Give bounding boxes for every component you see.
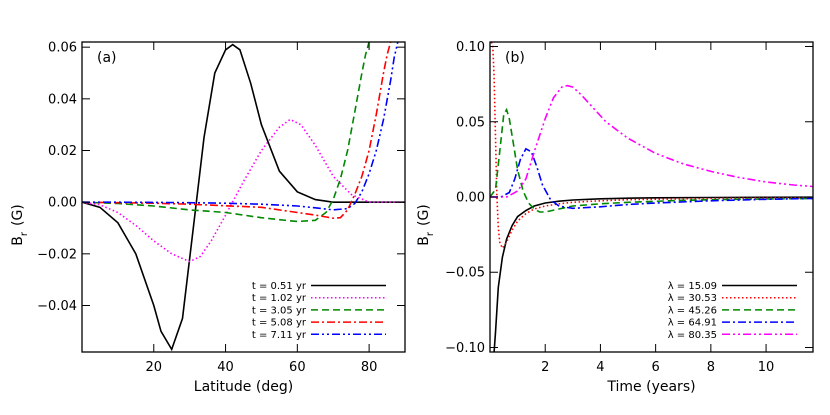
x-tick-label: 60: [289, 360, 306, 375]
series-line-2: [490, 42, 813, 250]
panel-b: 2 4 6 8 10 −0.10 −0.05 0.00 0.05 0.10 Time (years)…: [416, 40, 814, 395]
legend-label: t = 7.11 yr: [252, 330, 307, 341]
x-tick-label: 6: [652, 360, 660, 375]
legend-label: t = 5.08 yr: [252, 318, 307, 329]
y-tick-label: 0.05: [456, 115, 485, 130]
legend-label: t = 3.05 yr: [252, 305, 307, 316]
legend-label: t = 0.51 yr: [252, 281, 307, 292]
panel-a: 20 40 60 80 −0.04 −0.02 0.00 0.02 0.04 0.06 Latitu…: [10, 41, 406, 395]
series-line-1: [493, 196, 813, 352]
y-tick-label: 0.04: [48, 92, 77, 107]
x-tick-label: 2: [541, 360, 549, 375]
y-tick-label: 0.00: [456, 191, 485, 206]
plot-frame: [81, 41, 406, 353]
y-axis-label: Br(G): [416, 204, 436, 246]
panel-label: (b): [505, 50, 525, 66]
series-line-3: [490, 107, 813, 213]
x-tick-label: 20: [146, 360, 163, 375]
legend-label: t = 1.02 yr: [252, 293, 307, 304]
legend-label: λ = 64.91: [668, 318, 717, 329]
y-tick-label: 0.02: [48, 144, 77, 159]
y-tick-label: 0.10: [456, 40, 485, 55]
y-tick-label: −0.02: [37, 247, 77, 262]
y-axis-label: Br(G): [10, 204, 30, 246]
legend-label: λ = 80.35: [668, 330, 717, 341]
legend-label: λ = 15.09: [668, 281, 717, 292]
x-tick-label: 80: [361, 360, 378, 375]
series-line-4: [82, 42, 392, 220]
x-tick-label: 40: [217, 360, 234, 375]
y-tick-label: 0.00: [48, 196, 77, 211]
series-line-1: [82, 43, 405, 352]
series-line-4: [490, 147, 813, 210]
series-line-5: [490, 84, 813, 198]
legend-label: λ = 45.26: [668, 305, 717, 316]
y-tick-label: −0.04: [37, 299, 77, 314]
series-line-3: [82, 42, 370, 223]
x-tick-label: 10: [758, 360, 775, 375]
y-tick-label: 0.06: [48, 41, 77, 56]
legend-label: λ = 30.53: [668, 293, 717, 304]
panel-label: (a): [97, 50, 117, 66]
x-axis-label: Time (years): [606, 379, 695, 395]
x-tick-label: 8: [707, 360, 715, 375]
x-tick-label: 4: [596, 360, 604, 375]
y-tick-label: −0.05: [445, 266, 485, 281]
x-axis-label: Latitude (deg): [194, 379, 293, 395]
y-tick-label: −0.10: [445, 341, 485, 356]
series-line-5: [82, 42, 399, 211]
